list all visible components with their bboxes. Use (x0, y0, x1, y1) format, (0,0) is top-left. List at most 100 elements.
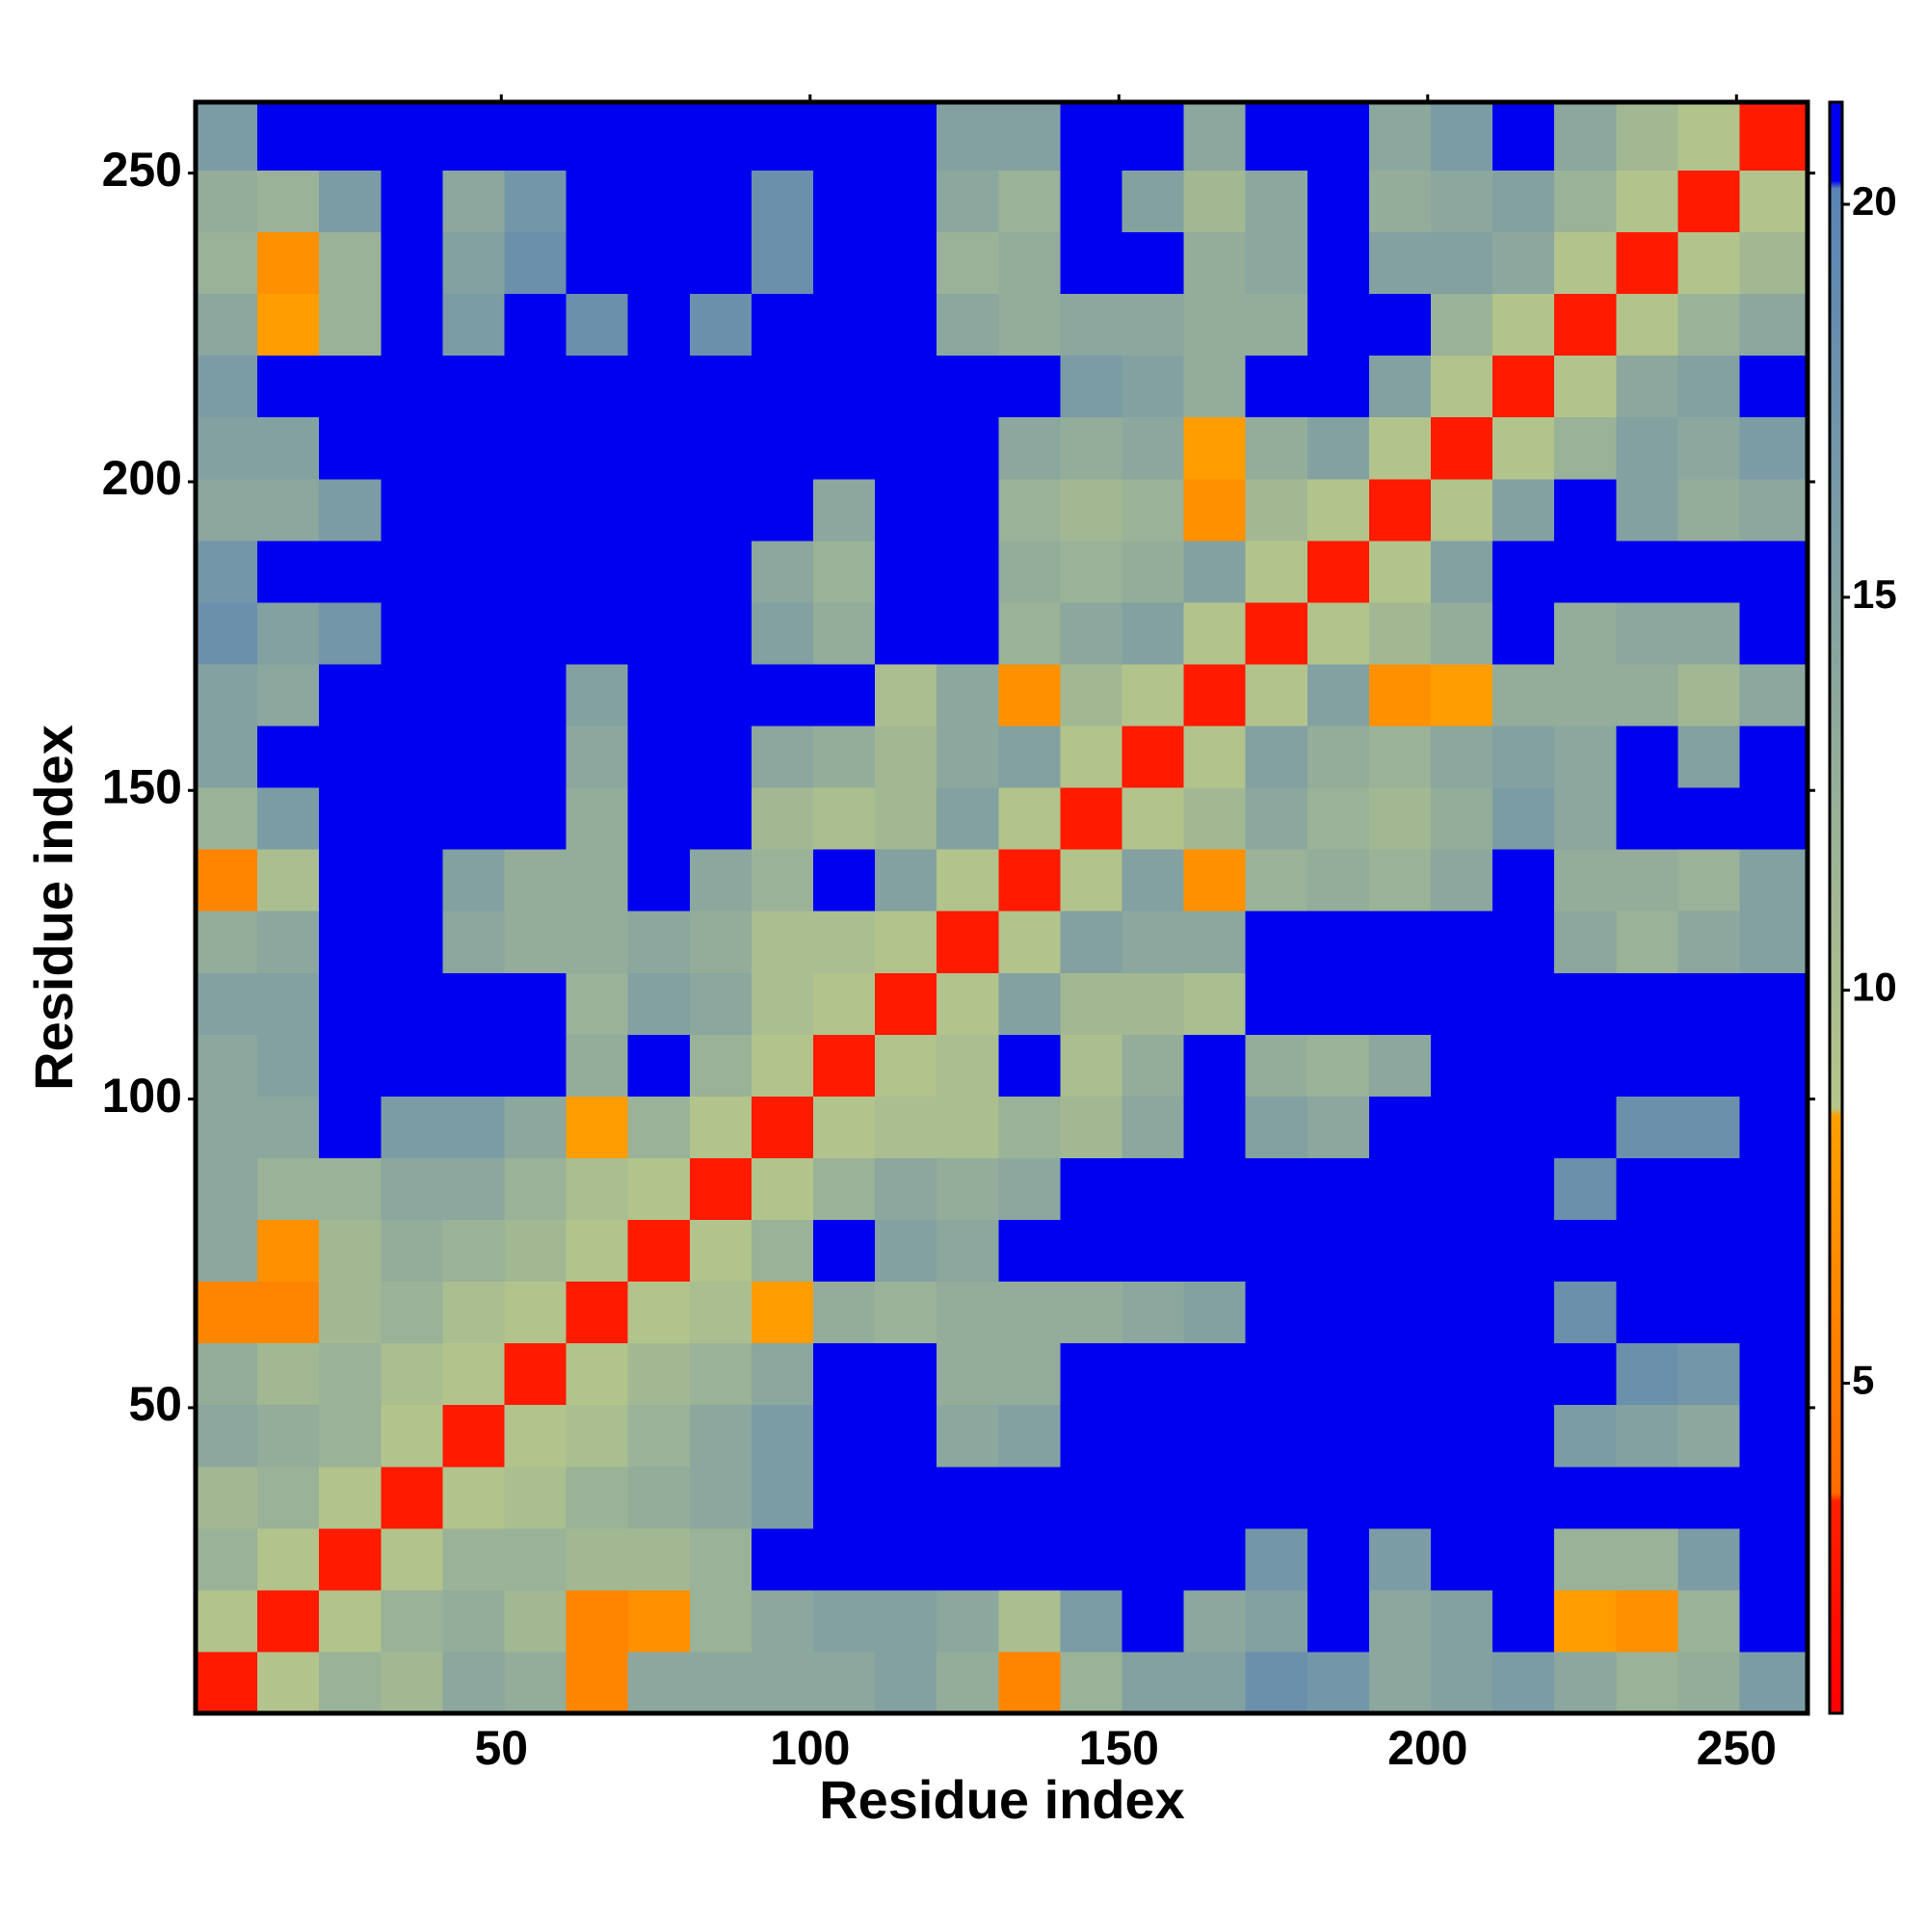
heatmap-cell (257, 1219, 320, 1283)
heatmap-cell (1616, 1096, 1678, 1158)
heatmap-cell (196, 1466, 258, 1529)
heatmap-cell (442, 911, 505, 973)
heatmap-cell (566, 540, 629, 603)
heatmap-cell (812, 1651, 876, 1714)
heatmap-cell (566, 1466, 629, 1529)
heatmap-cell (1368, 540, 1432, 603)
heatmap-cell (1368, 355, 1432, 418)
heatmap-cell (1677, 1651, 1740, 1714)
heatmap-cell (875, 231, 937, 295)
heatmap-cell (1307, 911, 1370, 973)
heatmap-cell (875, 1096, 937, 1158)
heatmap-cell (319, 355, 382, 418)
heatmap-cell (566, 231, 629, 295)
heatmap-cell (566, 1342, 629, 1406)
heatmap-cell (257, 478, 320, 542)
heatmap-cell (566, 478, 629, 542)
heatmap-cell (1492, 911, 1555, 973)
heatmap-cell (812, 1157, 876, 1221)
heatmap-cell (257, 1157, 320, 1221)
heatmap-cell (1739, 1342, 1808, 1406)
heatmap-cell (875, 1034, 937, 1097)
heatmap-cell (1368, 102, 1432, 171)
heatmap-cell (812, 416, 876, 480)
heatmap-cell (504, 231, 568, 295)
heatmap-cell (1122, 1527, 1185, 1591)
heatmap-cell (1554, 1651, 1617, 1714)
heatmap-cell (442, 293, 505, 357)
heatmap-cell (1245, 1466, 1308, 1529)
colorbar-tick-label: 10 (1852, 965, 1897, 1010)
heatmap-cell (1492, 1034, 1555, 1097)
heatmap-cell (566, 663, 629, 727)
heatmap-cell (1554, 355, 1617, 418)
heatmap-cell (1183, 478, 1247, 542)
heatmap-cell (257, 849, 320, 912)
heatmap-cell (1430, 293, 1493, 357)
heatmap-cell (1677, 1096, 1740, 1158)
heatmap-cell (196, 1157, 258, 1221)
heatmap-cell (1060, 849, 1122, 912)
heatmap-cell (1183, 102, 1247, 171)
heatmap-cell (1307, 663, 1370, 727)
heatmap-cell (504, 1157, 568, 1221)
heatmap-cell (812, 787, 876, 850)
heatmap-cell (875, 102, 937, 171)
heatmap-cell (504, 1466, 568, 1529)
heatmap-cell (689, 1466, 752, 1529)
heatmap-cell (627, 849, 691, 912)
heatmap-cell (1245, 1219, 1308, 1283)
heatmap-cell (257, 787, 320, 850)
heatmap-cell (1739, 478, 1808, 542)
heatmap-cell (627, 170, 691, 233)
heatmap-cell (1245, 478, 1308, 542)
heatmap-cell (1368, 1281, 1432, 1344)
heatmap-cell (937, 1157, 999, 1221)
heatmap-cell (1122, 1096, 1185, 1158)
heatmap-cell (812, 911, 876, 973)
heatmap-cell (1492, 1404, 1555, 1468)
heatmap-cell (504, 911, 568, 973)
heatmap-cell (1368, 1466, 1432, 1529)
heatmap-cell (1492, 601, 1555, 665)
heatmap-cell (627, 1096, 691, 1158)
heatmap-cell (1554, 170, 1617, 233)
heatmap-cell (257, 1342, 320, 1406)
heatmap-cell (1122, 478, 1185, 542)
heatmap-cell (1307, 1527, 1370, 1591)
heatmap-cell (1677, 972, 1740, 1035)
heatmap-cell (1677, 478, 1740, 542)
heatmap-cell (257, 972, 320, 1035)
heatmap-cell (196, 355, 258, 418)
heatmap-cell (1616, 170, 1678, 233)
heatmap-cell (1492, 355, 1555, 418)
heatmap-cell (1368, 1219, 1432, 1283)
heatmap-cell (257, 293, 320, 357)
heatmap-cell (875, 663, 937, 727)
heatmap-cell (1368, 1342, 1432, 1406)
heatmap-cell (998, 1342, 1061, 1406)
heatmap-cell (1245, 1157, 1308, 1221)
heatmap-cell (937, 972, 999, 1035)
heatmap-cell (1060, 1157, 1122, 1221)
heatmap-cell (442, 1219, 505, 1283)
heatmap-cell (381, 1589, 443, 1653)
heatmap-cell (627, 1281, 691, 1344)
heatmap-cell (196, 478, 258, 542)
heatmap-cell (1616, 726, 1678, 788)
heatmap-cell (196, 911, 258, 973)
heatmap-cell (381, 726, 443, 788)
heatmap-cell (1430, 355, 1493, 418)
heatmap-cell (196, 787, 258, 850)
heatmap-cell (1554, 972, 1617, 1035)
heatmap-cell (1677, 663, 1740, 727)
heatmap-cell (1430, 726, 1493, 788)
heatmap-cell (998, 1157, 1061, 1221)
heatmap-cell (689, 1342, 752, 1406)
heatmap-cell (1183, 355, 1247, 418)
heatmap-cell (1554, 663, 1617, 727)
heatmap-cell (1368, 416, 1432, 480)
heatmap-cell (1368, 849, 1432, 912)
heatmap-cell (566, 1281, 629, 1344)
heatmap-cell (504, 1404, 568, 1468)
